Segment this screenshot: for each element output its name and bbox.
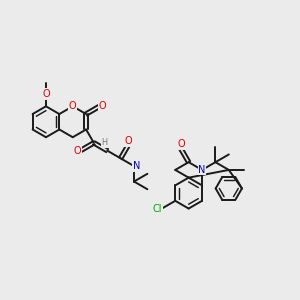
Text: O: O <box>69 101 76 111</box>
Text: Cl: Cl <box>153 204 162 214</box>
Text: O: O <box>42 89 50 99</box>
Text: O: O <box>74 146 81 156</box>
Text: N: N <box>198 165 206 175</box>
Text: N: N <box>133 161 140 171</box>
Text: O: O <box>177 139 185 149</box>
Text: O: O <box>124 136 132 146</box>
Text: O: O <box>99 101 106 111</box>
Text: H: H <box>101 138 107 147</box>
